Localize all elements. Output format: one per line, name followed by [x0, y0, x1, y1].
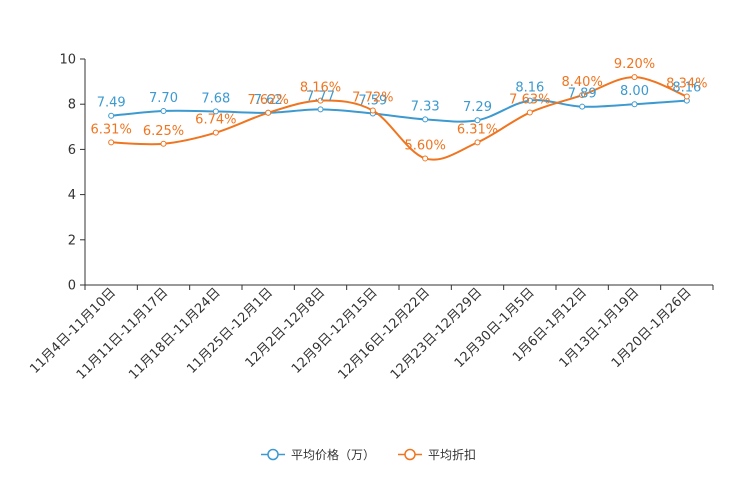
- data-label-price: 8.16: [515, 81, 544, 96]
- data-point-price[interactable]: [422, 116, 429, 123]
- data-point-price[interactable]: [317, 106, 324, 113]
- series-line-discount: [111, 76, 688, 161]
- data-label-discount: 6.31%: [91, 122, 132, 137]
- data-label-discount: 6.74%: [195, 113, 236, 128]
- data-label-price: 7.59: [358, 93, 387, 108]
- y-tick-label: 4: [68, 188, 76, 203]
- data-label-discount: 6.31%: [457, 122, 498, 137]
- data-point-discount[interactable]: [212, 129, 219, 136]
- data-label-price: 7.77: [306, 89, 335, 104]
- data-label-discount: 8.40%: [562, 75, 603, 90]
- legend-marker-discount: [404, 448, 416, 461]
- x-tick-label: 11月11日-11月17日: [74, 285, 171, 382]
- legend-item-discount[interactable]: 平均折扣: [398, 447, 476, 462]
- data-label-discount: 6.25%: [143, 124, 184, 139]
- legend-item-price[interactable]: 平均价格（万）: [261, 447, 375, 462]
- y-tick-label: 10: [59, 53, 76, 68]
- data-labels-layer: 7.49 7.70 7.68 7.62 7.77 7.59 7.33 7.29 8.16 7.89…: [91, 57, 708, 153]
- data-point-price[interactable]: [631, 101, 638, 108]
- y-tick-label: 0: [68, 279, 76, 294]
- data-point-discount[interactable]: [108, 139, 115, 146]
- legend-label-discount: 平均折扣: [428, 447, 476, 462]
- data-label-discount: 8.34%: [666, 77, 707, 92]
- y-tick-label: 2: [68, 233, 76, 248]
- data-label-discount: 7.63%: [509, 93, 550, 108]
- data-point-discount[interactable]: [579, 92, 586, 99]
- data-point-discount[interactable]: [317, 97, 324, 104]
- data-point-discount[interactable]: [683, 93, 690, 100]
- x-tick-label: 11月4日-11月10日: [27, 285, 119, 377]
- data-point-price[interactable]: [212, 108, 219, 115]
- data-point-discount[interactable]: [422, 155, 429, 162]
- data-point-price[interactable]: [108, 112, 115, 119]
- data-label-price: 8.00: [620, 84, 649, 99]
- x-tick-label: 12月23日-12月29日: [388, 285, 485, 382]
- y-tick-label: 8: [68, 98, 76, 113]
- data-point-discount[interactable]: [265, 109, 272, 116]
- data-label-discount: 7.72%: [352, 91, 393, 106]
- data-label-discount: 5.60%: [405, 138, 446, 153]
- series-line-price: [111, 99, 687, 123]
- legend-marker-price: [267, 448, 279, 461]
- data-label-price: 7.70: [149, 91, 178, 106]
- data-point-discount[interactable]: [631, 74, 638, 81]
- y-tick-label: 6: [68, 143, 76, 158]
- data-label-price: 7.68: [201, 91, 230, 106]
- data-point-price[interactable]: [526, 97, 533, 104]
- data-point-price[interactable]: [474, 117, 481, 124]
- data-point-discount[interactable]: [160, 140, 167, 147]
- data-label-discount: 8.16%: [300, 81, 341, 96]
- data-label-price: 7.29: [463, 100, 492, 115]
- legend-label-price: 平均价格（万）: [291, 447, 375, 462]
- data-point-price[interactable]: [160, 107, 167, 114]
- data-label-price: 8.16: [672, 81, 701, 96]
- x-tick-label: 11月18日-11月24日: [126, 285, 223, 382]
- data-label-price: 7.62: [254, 93, 283, 108]
- data-label-discount: 9.20%: [614, 57, 655, 72]
- data-label-discount: 7.62%: [248, 93, 289, 108]
- data-point-discount[interactable]: [474, 139, 481, 146]
- x-tick-label: 12月16日-12月22日: [336, 285, 433, 382]
- legend: 平均价格（万） 平均折扣: [261, 447, 476, 462]
- data-label-price: 7.49: [97, 96, 126, 111]
- data-point-discount[interactable]: [369, 107, 376, 114]
- data-point-discount[interactable]: [526, 109, 533, 116]
- series-layer: [108, 74, 690, 162]
- data-point-price[interactable]: [579, 103, 586, 110]
- data-label-price: 7.33: [411, 99, 440, 114]
- data-label-price: 7.89: [568, 87, 597, 102]
